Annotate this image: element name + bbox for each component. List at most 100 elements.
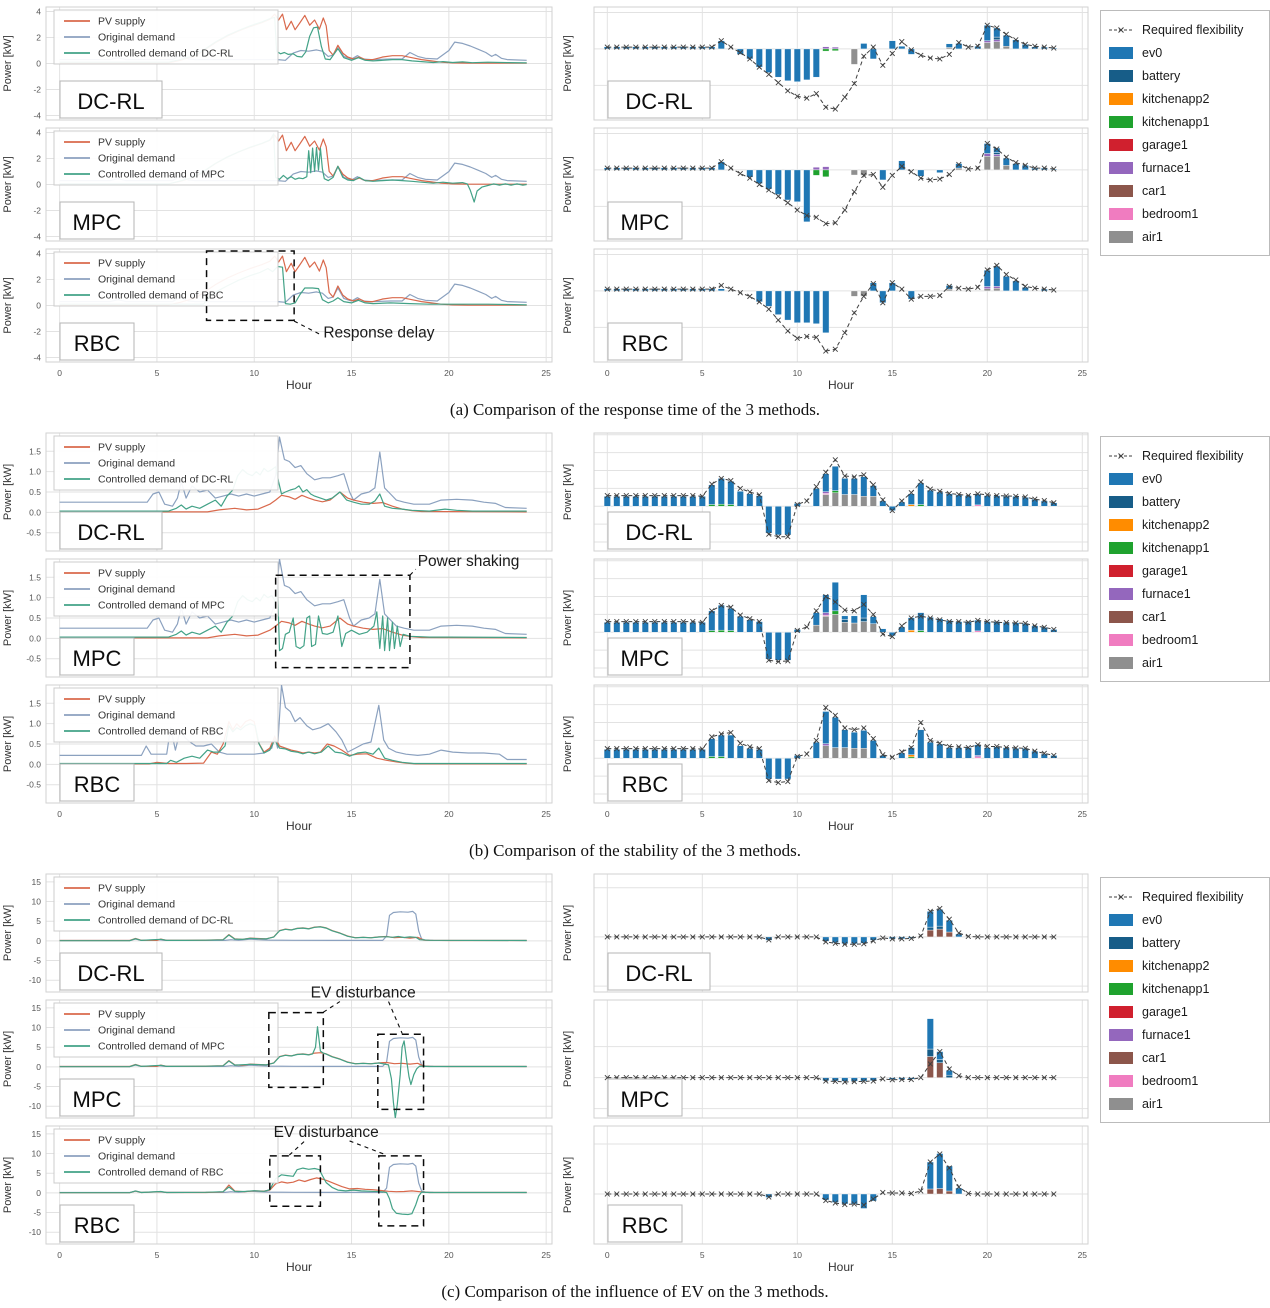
svg-text:-5: -5 xyxy=(33,1082,41,1092)
line-legend: PV supply Original demand Controlled deman… xyxy=(53,876,279,932)
car1-color-swatch-icon xyxy=(1109,184,1133,197)
line-legend: PV supply Original demand Controlled deman… xyxy=(53,687,279,743)
svg-text:-10: -10 xyxy=(29,1227,42,1237)
panel-method-label: DC-RL xyxy=(59,80,163,119)
legend-label: kitchenapp2 xyxy=(1142,91,1210,106)
legend-label: ev0 xyxy=(1142,912,1163,927)
required-flexibility-line xyxy=(607,706,1054,784)
svg-text:1.5: 1.5 xyxy=(29,572,41,582)
legend-label: air1 xyxy=(1142,655,1163,670)
svg-text:PV supply: PV supply xyxy=(98,137,146,149)
legend-label: kitchenapp1 xyxy=(1142,114,1210,129)
legend-item-furnace1: furnace1 xyxy=(1109,156,1261,179)
legend-item-battery: battery xyxy=(1109,490,1261,513)
kitchenapp2-color-swatch-icon xyxy=(1109,959,1133,972)
svg-text:DC-RL: DC-RL xyxy=(77,961,144,986)
legend-item-kitchenapp1: kitchenapp1 xyxy=(1109,536,1261,559)
panel-method-label: MPC xyxy=(59,637,135,676)
car1-color-swatch-icon xyxy=(1109,610,1133,623)
required-flexibility-line xyxy=(607,458,1054,538)
y-axis-label: Power [kW] xyxy=(562,464,574,520)
bedroom1-color-swatch-icon xyxy=(1109,633,1133,646)
svg-text:2: 2 xyxy=(36,275,41,285)
svg-text:Original demand: Original demand xyxy=(98,584,175,596)
svg-text:15: 15 xyxy=(888,809,898,819)
svg-text:0: 0 xyxy=(57,368,62,378)
svg-text:15: 15 xyxy=(347,1250,357,1260)
svg-text:PV supply: PV supply xyxy=(98,16,146,28)
legend-label: ev0 xyxy=(1142,471,1163,486)
legend-label: battery xyxy=(1142,68,1181,83)
annotation-rect xyxy=(274,574,411,669)
legend-label: bedroom1 xyxy=(1142,206,1199,221)
svg-text:-5: -5 xyxy=(33,956,41,966)
ev0-color-swatch-icon xyxy=(1109,913,1133,926)
svg-text:Original demand: Original demand xyxy=(98,899,175,911)
legend-item-bedroom1: bedroom1 xyxy=(1109,628,1261,651)
bar-chart-legend: Required flexibility ev0 battery kitchenapp… xyxy=(1100,436,1270,682)
svg-text:Original demand: Original demand xyxy=(98,458,175,470)
svg-text:15: 15 xyxy=(32,1003,42,1013)
air1-color-swatch-icon xyxy=(1109,1097,1133,1110)
y-axis-label: Power [kW] xyxy=(562,1031,574,1087)
battery-color-swatch-icon xyxy=(1109,936,1133,949)
svg-text:0: 0 xyxy=(605,368,610,378)
annotation-label: Power shaking xyxy=(418,553,520,570)
kitchenapp1-color-swatch-icon xyxy=(1109,541,1133,554)
line-chart-a-DC-RL: -4 -2 0 2 4 Power [kW] PV supply Original deman… xyxy=(2,6,553,121)
legend-item-ev0: ev0 xyxy=(1109,467,1261,490)
svg-text:10: 10 xyxy=(32,1149,42,1159)
svg-text:4: 4 xyxy=(36,249,41,259)
svg-text:15: 15 xyxy=(888,1250,898,1260)
y-axis-label: Power [kW] xyxy=(2,590,14,646)
bar-chart-column-c: Power [kW] DC-RL Power [kW] MPC 0 5 10 15 20 25 Ho… xyxy=(560,871,1098,1275)
legend-item-required-flexibility: Required flexibility xyxy=(1109,885,1261,908)
svg-text:10: 10 xyxy=(32,897,42,907)
line-chart-column-b: -0.5 0.0 0.5 1.0 1.5 Power [kW] PV supply Origi… xyxy=(0,430,560,834)
legend-label: air1 xyxy=(1142,1096,1163,1111)
legend-item-required-flexibility: Required flexibility xyxy=(1109,444,1261,467)
annotation-rect xyxy=(269,1155,322,1207)
legend-label: furnace1 xyxy=(1142,1027,1191,1042)
kitchenapp2-color-swatch-icon xyxy=(1109,92,1133,105)
svg-text:Original demand: Original demand xyxy=(98,153,175,165)
svg-text:5: 5 xyxy=(36,1168,41,1178)
legend-label: furnace1 xyxy=(1142,586,1191,601)
y-axis-label: Power [kW] xyxy=(2,464,14,520)
svg-text:20: 20 xyxy=(444,368,454,378)
svg-text:0.0: 0.0 xyxy=(29,507,41,517)
svg-text:0: 0 xyxy=(36,1188,41,1198)
svg-text:2: 2 xyxy=(36,154,41,164)
bedroom1-color-swatch-icon xyxy=(1109,1074,1133,1087)
svg-text:-4: -4 xyxy=(33,231,41,241)
svg-text:PV supply: PV supply xyxy=(98,568,146,580)
svg-text:PV supply: PV supply xyxy=(98,258,146,270)
svg-text:20: 20 xyxy=(983,1250,993,1260)
svg-text:DC-RL: DC-RL xyxy=(625,89,692,114)
svg-text:Original demand: Original demand xyxy=(98,32,175,44)
svg-text:0: 0 xyxy=(36,301,41,311)
svg-text:1.0: 1.0 xyxy=(29,593,41,603)
garage1-color-swatch-icon xyxy=(1109,138,1133,151)
svg-text:MPC: MPC xyxy=(73,646,122,671)
legend-label: bedroom1 xyxy=(1142,1073,1199,1088)
annotation-connector xyxy=(288,1140,306,1156)
line-chart-b-RBC: 0 5 10 15 20 25 Hour -0.5 0.0 0.5 1.0 1.5 Power [kW]… xyxy=(2,684,553,833)
svg-text:0: 0 xyxy=(57,809,62,819)
furnace1-color-swatch-icon xyxy=(1109,1028,1133,1041)
panel-method-label: MPC xyxy=(59,1078,135,1117)
svg-text:Controlled demand of MPC: Controlled demand of MPC xyxy=(98,169,225,181)
legend-label: air1 xyxy=(1142,229,1163,244)
panel-method-label: MPC xyxy=(607,637,683,676)
svg-text:5: 5 xyxy=(700,809,705,819)
legend-label: garage1 xyxy=(1142,563,1188,578)
annotation-label: EV disturbance xyxy=(274,1124,379,1141)
svg-text:DC-RL: DC-RL xyxy=(625,520,692,545)
required-flexibility-line xyxy=(607,907,1054,945)
svg-text:0: 0 xyxy=(36,59,41,69)
legend-label: ev0 xyxy=(1142,45,1163,60)
svg-text:0: 0 xyxy=(36,180,41,190)
kitchenapp1-color-swatch-icon xyxy=(1109,115,1133,128)
legend-label: car1 xyxy=(1142,1050,1167,1065)
kitchenapp2-color-swatch-icon xyxy=(1109,518,1133,531)
